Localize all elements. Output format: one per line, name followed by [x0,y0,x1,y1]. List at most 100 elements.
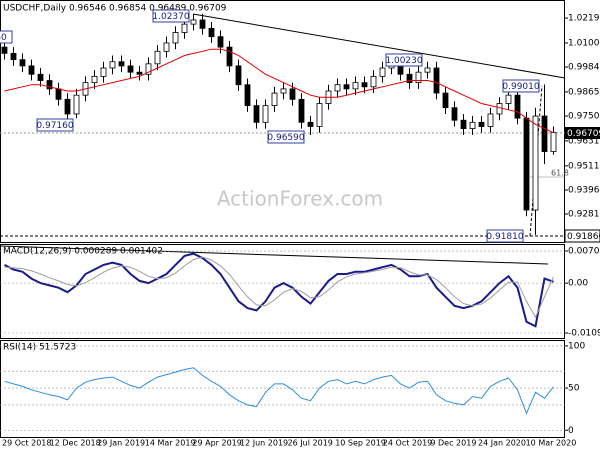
candle-body [100,67,107,77]
candle-body [442,92,449,109]
candle-body [343,84,350,90]
candle-body [469,121,476,129]
candle-body [172,32,179,44]
x-tick-label: 29 Apr 2019 [192,439,241,448]
y-tick-label: 0.007066 [568,247,600,257]
line [4,256,554,319]
x-tick-label: 9 Dec 2019 [430,439,476,448]
candle-body [271,92,278,107]
candle-body [217,36,224,48]
y-tick-label: 1.02190 [568,14,600,24]
candle-body [91,75,98,84]
candle-body [298,98,305,123]
candle-body [163,42,170,52]
candle-body [127,65,134,73]
candle-body [370,75,377,88]
candle-body [406,73,413,84]
candle-body [478,121,485,127]
candle-body [199,19,206,29]
macd-title: MACD(12,26,9) 0.000289 0.001402 [3,247,163,257]
y-tick-label: -0.010975 [568,329,600,339]
candle-body [28,65,35,75]
candle-body [55,88,62,100]
rsi-title: RSI(14) 51.5723 [3,343,76,353]
chart-title: USDCHF,Daily 0.96546 0.96854 0.96489 0.9… [3,4,227,14]
candle-body [424,67,431,73]
candle-body [109,61,116,69]
annotation: 0.99010 [502,82,539,92]
line [4,367,554,415]
candle-body [226,46,233,67]
candle-body [46,80,53,90]
x-tick-label: 12 Jun 2019 [240,439,288,448]
candle-body [532,115,539,211]
annotation: 1.02370 [152,12,189,22]
price-tag [565,127,600,139]
y-tick-label: 50 [568,384,580,394]
line [4,252,554,328]
x-tick-label: 24 Oct 2019 [383,439,432,448]
level-tag [564,229,600,243]
annotation-box [502,79,540,93]
candle-body [253,105,260,123]
candle-body [136,71,143,75]
candle-body [208,27,215,38]
annotation-box [0,30,13,44]
candle-body [145,63,152,75]
candle-body [514,94,521,119]
x-tick-label: 10 Sep 2019 [335,439,386,448]
candle-body [64,98,71,115]
candle-body [505,94,512,104]
x-tick-label: 24 Jan 2020 [478,439,526,448]
x-tick-label: 10 Mar 2020 [526,439,577,448]
candle-body [19,59,26,67]
y-tick-label: 0.98655 [568,87,600,97]
annotation-box [36,118,74,132]
x-tick-label: 29 Oct 2018 [2,439,51,448]
candle-body [10,52,17,61]
x-tick-label: 14 Mar 2019 [145,439,196,448]
y-tick-label: 0.99845 [568,63,600,73]
candle-body [181,23,188,33]
candle-body [244,84,251,107]
x-tick-label: 26 Jul 2019 [288,439,333,448]
candle-body [451,107,458,121]
annotation: 0.97160 [36,121,73,131]
annotation-box [267,130,305,144]
x-tick-label: 29 Jan 2019 [97,439,145,448]
candle-body [1,46,8,54]
candle-body [190,19,197,25]
candle-body [361,82,368,88]
y-tick-label: 0.00 [568,279,588,289]
macd-panel [0,244,565,339]
candle-body [235,65,242,86]
x-tick-label: 12 Dec 2018 [50,439,101,448]
candle-body [262,105,269,123]
candle-body [118,61,125,67]
annotation: 80 [0,33,7,43]
candle-body [289,88,296,100]
candle-body [460,119,467,129]
candle-body [280,88,287,94]
price-panel [0,0,565,243]
price-tag-label: 0.96709 [567,129,600,139]
annotation: 0.96590 [267,133,304,143]
y-tick-label: 0 [568,426,574,436]
candle-body [154,50,161,65]
candle-body [307,121,314,127]
line [4,48,554,134]
candle-body [550,132,557,152]
annotation: 1.00230 [385,56,422,66]
candle-body [73,94,80,115]
level-tag-label: 0.91860 [567,232,600,242]
macd-trend-line [0,245,549,265]
candle-body [433,67,440,94]
watermark: ActionForex.com [217,187,383,211]
candle-body [334,84,341,92]
